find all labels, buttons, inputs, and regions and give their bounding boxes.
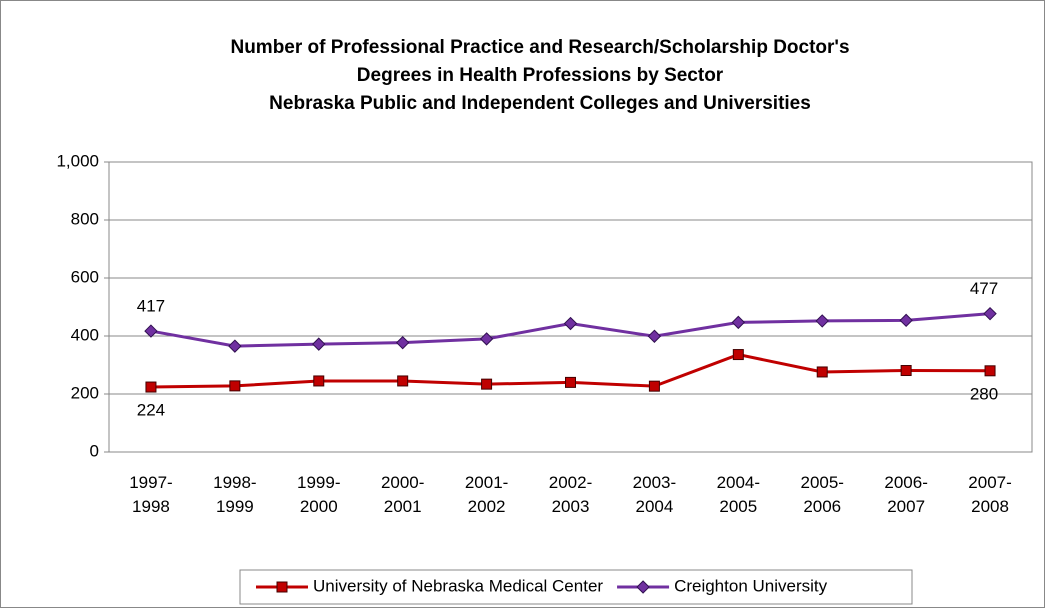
y-tick-label: 0 bbox=[90, 441, 99, 460]
legend-box bbox=[239, 569, 913, 605]
marker bbox=[229, 380, 241, 392]
x-tick-label: 1997-1998 bbox=[129, 473, 172, 516]
marker bbox=[636, 580, 650, 594]
marker bbox=[144, 324, 158, 338]
x-tick-label: 2001-2002 bbox=[465, 473, 508, 516]
marker bbox=[565, 376, 576, 388]
x-tick-label: 2006-2007 bbox=[884, 473, 927, 516]
x-tick-label: 2007-2008 bbox=[968, 473, 1011, 516]
marker bbox=[481, 378, 493, 390]
chart-title: Degrees in Health Professions by Sector bbox=[357, 65, 724, 86]
marker bbox=[228, 339, 242, 353]
marker bbox=[984, 365, 996, 377]
marker bbox=[276, 581, 288, 593]
legend-item: Creighton University bbox=[617, 576, 828, 595]
x-tick-label: 2003-2004 bbox=[633, 473, 676, 516]
chart-title: Number of Professional Practice and Rese… bbox=[230, 37, 849, 58]
marker bbox=[815, 314, 829, 328]
marker bbox=[732, 349, 744, 361]
x-tick-label: 2002-2003 bbox=[549, 473, 592, 516]
marker bbox=[816, 366, 828, 378]
data-label: 417 bbox=[137, 297, 165, 316]
y-tick-label: 1,000 bbox=[56, 151, 99, 170]
legend-label: University of Nebraska Medical Center bbox=[313, 576, 603, 595]
x-tick-label: 2005-2006 bbox=[800, 473, 843, 516]
marker bbox=[647, 329, 662, 343]
y-tick-label: 800 bbox=[71, 209, 99, 228]
y-tick-label: 200 bbox=[71, 383, 99, 402]
y-tick-label: 400 bbox=[71, 325, 99, 344]
marker bbox=[145, 381, 157, 393]
marker bbox=[479, 332, 494, 346]
x-tick-label: 1998-1999 bbox=[213, 473, 256, 516]
marker bbox=[731, 315, 746, 330]
marker bbox=[313, 375, 325, 387]
marker bbox=[395, 335, 410, 350]
x-tick-label: 2004-2005 bbox=[717, 473, 760, 516]
data-label: 477 bbox=[970, 279, 998, 298]
legend-label: Creighton University bbox=[674, 576, 828, 595]
data-label: 224 bbox=[137, 401, 165, 420]
marker bbox=[312, 337, 326, 351]
marker bbox=[563, 316, 578, 331]
plot-area bbox=[108, 161, 1033, 453]
y-tick-label: 600 bbox=[71, 267, 99, 286]
x-tick-label: 1999-2000 bbox=[297, 473, 340, 516]
legend-item: University of Nebraska Medical Center bbox=[256, 576, 603, 595]
x-tick-label: 2000-2001 bbox=[381, 473, 424, 516]
marker bbox=[397, 375, 409, 387]
marker bbox=[900, 365, 912, 377]
data-label: 280 bbox=[970, 384, 998, 403]
marker bbox=[983, 306, 997, 321]
marker bbox=[648, 380, 660, 392]
chart-title: Nebraska Public and Independent Colleges… bbox=[269, 93, 811, 114]
marker bbox=[899, 313, 913, 328]
